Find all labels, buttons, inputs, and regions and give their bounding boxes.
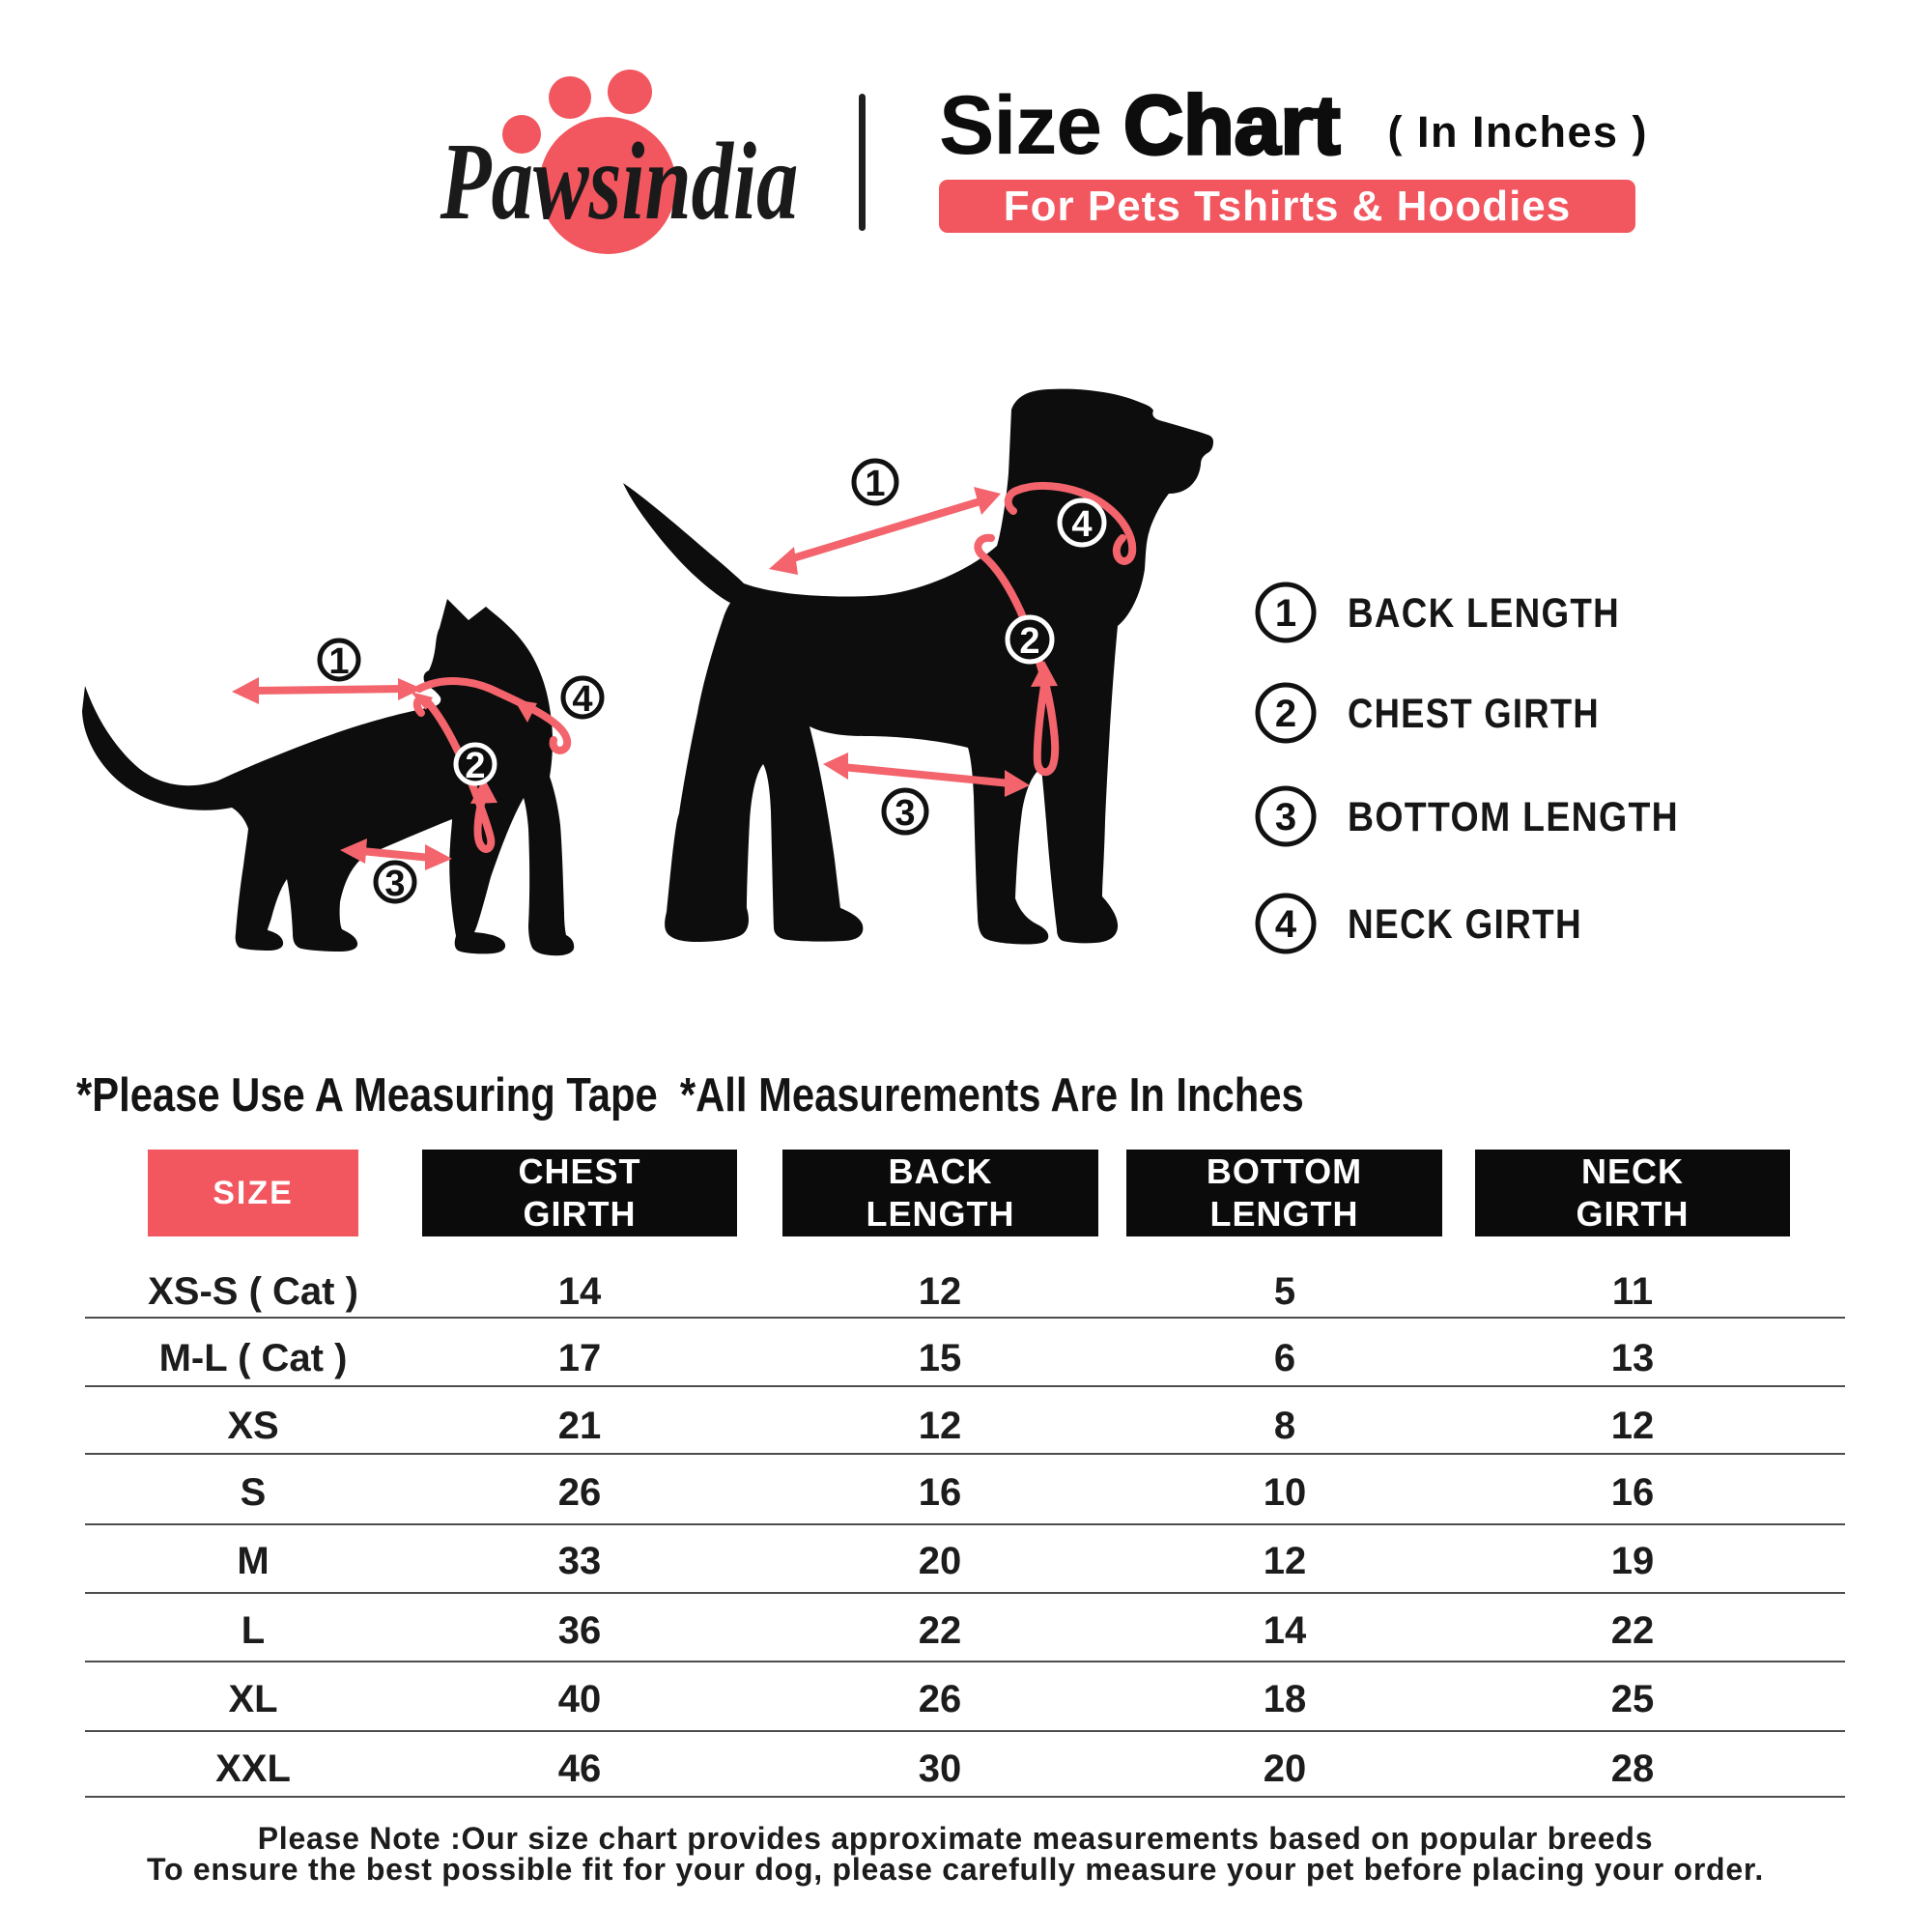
svg-text:3: 3: [895, 793, 915, 834]
svg-text:BACK LENGTH: BACK LENGTH: [1348, 590, 1620, 637]
svg-text:1: 1: [328, 641, 349, 682]
svg-text:2: 2: [1019, 621, 1039, 662]
svg-text:4: 4: [1275, 903, 1297, 946]
svg-text:2: 2: [465, 746, 485, 786]
svg-text:3: 3: [384, 864, 405, 904]
svg-text:NECK GIRTH: NECK GIRTH: [1348, 901, 1582, 948]
svg-text:1: 1: [865, 464, 885, 504]
svg-text:2: 2: [1275, 693, 1296, 735]
svg-text:Pawsindia: Pawsindia: [440, 121, 799, 242]
svg-text:CHEST GIRTH: CHEST GIRTH: [1348, 691, 1600, 737]
svg-text:3: 3: [1275, 796, 1296, 838]
svg-text:4: 4: [572, 679, 592, 720]
svg-text:BOTTOM LENGTH: BOTTOM LENGTH: [1348, 794, 1679, 840]
svg-text:1: 1: [1275, 592, 1296, 635]
svg-text:4: 4: [1071, 504, 1092, 545]
